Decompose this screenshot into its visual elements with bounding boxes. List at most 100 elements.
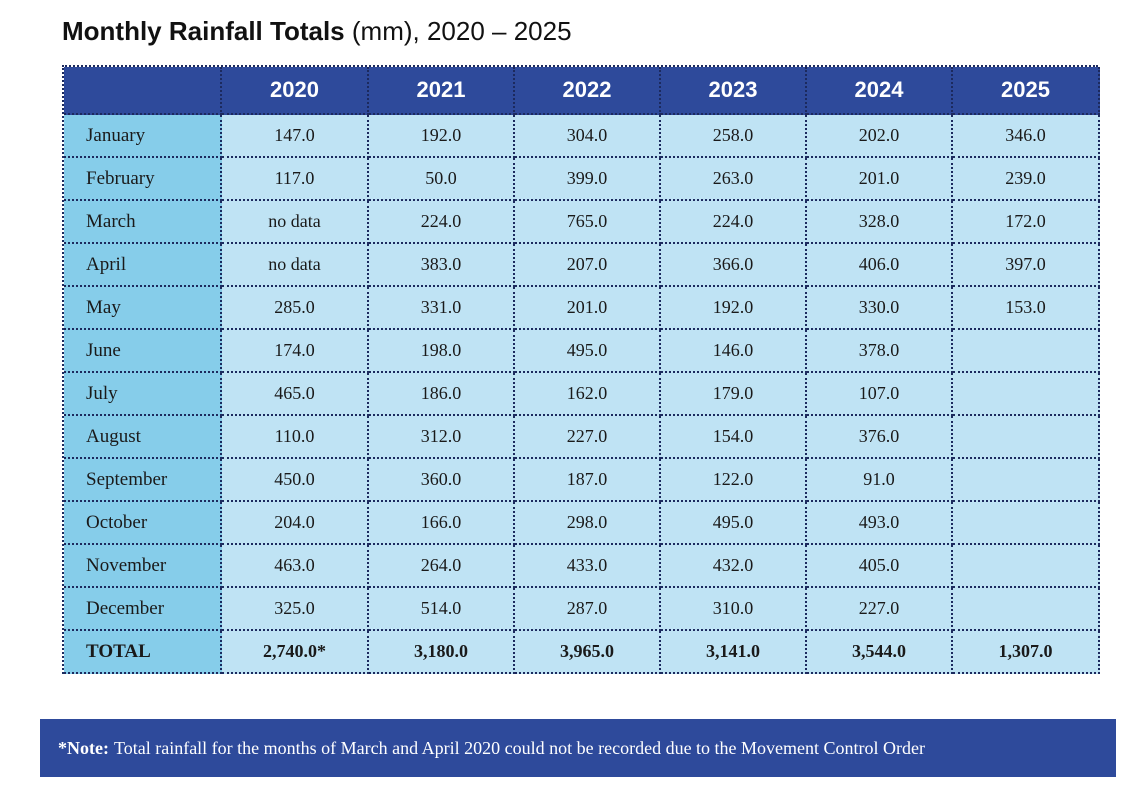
rainfall-cell: 331.0 [369, 287, 515, 330]
rainfall-cell: 383.0 [369, 244, 515, 287]
rainfall-cell: 328.0 [807, 201, 953, 244]
rainfall-cell: 153.0 [953, 287, 1100, 330]
total-cell: 3,141.0 [661, 631, 807, 674]
rainfall-cell: 186.0 [369, 373, 515, 416]
rainfall-cell: 346.0 [953, 115, 1100, 158]
rainfall-table: 2020 2021 2022 2023 2024 2025 January 147.0 192.… [62, 65, 1100, 674]
month-label: December [64, 588, 222, 631]
rainfall-cell: 91.0 [807, 459, 953, 502]
month-label: July [64, 373, 222, 416]
note: *Note: Total rainfall for the months of M… [40, 719, 1116, 777]
total-cell: 2,740.0* [222, 631, 369, 674]
month-label: February [64, 158, 222, 201]
total-cell: 3,180.0 [369, 631, 515, 674]
rainfall-cell: 310.0 [661, 588, 807, 631]
rainfall-cell [953, 373, 1100, 416]
rainfall-cell: 227.0 [807, 588, 953, 631]
rainfall-cell: 201.0 [515, 287, 661, 330]
rainfall-cell: no data [222, 244, 369, 287]
rainfall-cell: 433.0 [515, 545, 661, 588]
rainfall-cell: 325.0 [222, 588, 369, 631]
rainfall-cell: 450.0 [222, 459, 369, 502]
rainfall-cell: 264.0 [369, 545, 515, 588]
rainfall-cell: 198.0 [369, 330, 515, 373]
column-header: 2020 [222, 67, 369, 115]
rainfall-cell: 179.0 [661, 373, 807, 416]
rainfall-cell: 107.0 [807, 373, 953, 416]
rainfall-cell: 495.0 [515, 330, 661, 373]
column-header: 2025 [953, 67, 1100, 115]
rainfall-cell: 192.0 [369, 115, 515, 158]
column-header: 2024 [807, 67, 953, 115]
rainfall-cell: 465.0 [222, 373, 369, 416]
rainfall-cell: 166.0 [369, 502, 515, 545]
rainfall-cell: 239.0 [953, 158, 1100, 201]
rainfall-cell: 312.0 [369, 416, 515, 459]
month-label: April [64, 244, 222, 287]
rainfall-cell: 207.0 [515, 244, 661, 287]
rainfall-cell: 463.0 [222, 545, 369, 588]
rainfall-cell: 263.0 [661, 158, 807, 201]
month-label: August [64, 416, 222, 459]
column-header: 2021 [369, 67, 515, 115]
rainfall-cell [953, 330, 1100, 373]
rainfall-cell: 110.0 [222, 416, 369, 459]
rainfall-cell: 227.0 [515, 416, 661, 459]
month-label: October [64, 502, 222, 545]
rainfall-cell: 376.0 [807, 416, 953, 459]
rainfall-cell: 330.0 [807, 287, 953, 330]
rainfall-cell: 432.0 [661, 545, 807, 588]
rainfall-cell: 224.0 [661, 201, 807, 244]
header-corner [64, 67, 222, 115]
rainfall-cell: 122.0 [661, 459, 807, 502]
title-main: Monthly Rainfall Totals [62, 16, 345, 46]
rainfall-cell: no data [222, 201, 369, 244]
month-label: May [64, 287, 222, 330]
rainfall-cell: 304.0 [515, 115, 661, 158]
rainfall-cell: 406.0 [807, 244, 953, 287]
rainfall-cell: 147.0 [222, 115, 369, 158]
rainfall-cell: 366.0 [661, 244, 807, 287]
rainfall-cell: 493.0 [807, 502, 953, 545]
rainfall-cell: 397.0 [953, 244, 1100, 287]
title: Monthly Rainfall Totals (mm), 2020 – 202… [62, 16, 572, 47]
rainfall-cell: 187.0 [515, 459, 661, 502]
rainfall-cell: 172.0 [953, 201, 1100, 244]
rainfall-cell [953, 459, 1100, 502]
rainfall-cell: 174.0 [222, 330, 369, 373]
total-label: TOTAL [64, 631, 222, 674]
column-header: 2023 [661, 67, 807, 115]
rainfall-cell: 162.0 [515, 373, 661, 416]
rainfall-cell: 360.0 [369, 459, 515, 502]
month-label: March [64, 201, 222, 244]
rainfall-cell: 201.0 [807, 158, 953, 201]
rainfall-cell: 287.0 [515, 588, 661, 631]
rainfall-cell: 154.0 [661, 416, 807, 459]
rainfall-cell: 514.0 [369, 588, 515, 631]
rainfall-cell [953, 545, 1100, 588]
rainfall-cell: 298.0 [515, 502, 661, 545]
rainfall-cell: 192.0 [661, 287, 807, 330]
month-label: November [64, 545, 222, 588]
rainfall-cell: 146.0 [661, 330, 807, 373]
rainfall-cell [953, 416, 1100, 459]
column-header: 2022 [515, 67, 661, 115]
rainfall-cell: 204.0 [222, 502, 369, 545]
rainfall-cell: 495.0 [661, 502, 807, 545]
total-cell: 3,965.0 [515, 631, 661, 674]
rainfall-cell: 117.0 [222, 158, 369, 201]
month-label: January [64, 115, 222, 158]
total-cell: 3,544.0 [807, 631, 953, 674]
rainfall-cell [953, 588, 1100, 631]
total-cell: 1,307.0 [953, 631, 1100, 674]
rainfall-cell: 224.0 [369, 201, 515, 244]
rainfall-cell [953, 502, 1100, 545]
rainfall-cell: 50.0 [369, 158, 515, 201]
rainfall-cell: 405.0 [807, 545, 953, 588]
rainfall-cell: 765.0 [515, 201, 661, 244]
rainfall-cell: 285.0 [222, 287, 369, 330]
month-label: September [64, 459, 222, 502]
rainfall-cell: 202.0 [807, 115, 953, 158]
month-label: June [64, 330, 222, 373]
